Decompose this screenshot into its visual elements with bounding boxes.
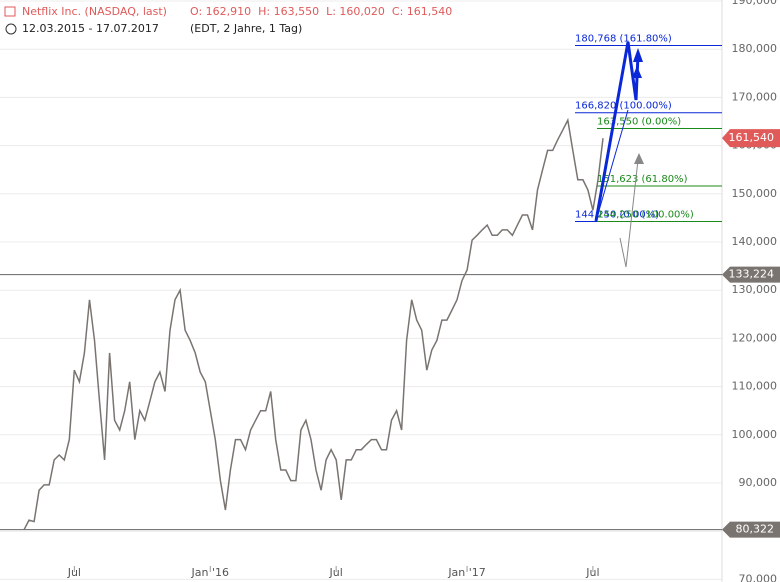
fib-label: 151,623 (61.80%): [597, 174, 688, 185]
price-tag-label: 133,224: [729, 268, 775, 281]
last-price-label: 161,540: [729, 131, 775, 144]
y-tick-label: 70,000: [739, 572, 778, 582]
y-tick-label: 100,000: [732, 428, 778, 441]
y-tick-label: 110,000: [732, 380, 778, 393]
y-tick-label: 120,000: [732, 331, 778, 344]
x-tick-label: Jul: [585, 566, 599, 579]
range: 12.03.2015 - 17.07.2017: [22, 22, 159, 35]
settings: (EDT, 2 Jahre, 1 Tag): [190, 22, 302, 35]
fib-label: 166,820 (100.00%): [575, 101, 672, 112]
arrow-head: [634, 153, 644, 164]
y-tick-label: 180,000: [732, 42, 778, 55]
projection-arrow: [619, 159, 639, 268]
logo: [4, 6, 16, 17]
x-tick-label: Jan '17: [447, 566, 485, 579]
clock-icon: [5, 23, 17, 35]
fib-label: 180,768 (161.80%): [575, 33, 672, 44]
header: Netflix Inc. (NASDAQ, last) O: 162,910 H…: [4, 5, 452, 35]
y-tick-label: 140,000: [732, 235, 778, 248]
arrow-head: [632, 66, 642, 78]
y-tick-label: 190,000: [732, 0, 778, 7]
x-tick-label: Jan '16: [191, 566, 229, 579]
price-tag: [722, 521, 780, 538]
price-line: [23, 117, 604, 531]
fib-label: 144,250 (100.00%): [597, 210, 694, 221]
fib-label: 144,250 (0.00%): [575, 210, 659, 221]
y-tick-label: 150,000: [732, 187, 778, 200]
pattern-thin: [595, 109, 629, 222]
x-tick-label: Jul: [67, 566, 81, 579]
y-tick-label: 130,000: [732, 283, 778, 296]
last-price-tag: [722, 129, 780, 148]
price-tag: [722, 266, 780, 283]
fib-label: 163,550 (0.00%): [597, 116, 681, 127]
y-tick-label: 90,000: [739, 476, 778, 489]
marks: 133,224 80,322 180,768 (161.80%) 166,820 (1…: [0, 33, 780, 538]
arrow-head: [633, 48, 643, 62]
price-tag-label: 80,322: [736, 523, 775, 536]
ohlc: O: 162,910 H: 163,550 L: 160,020 C: 161,…: [190, 5, 452, 18]
y-tick-label: 170,000: [732, 90, 778, 103]
title: Netflix Inc. (NASDAQ, last): [22, 5, 167, 18]
x-tick-label: Jul: [329, 566, 343, 579]
